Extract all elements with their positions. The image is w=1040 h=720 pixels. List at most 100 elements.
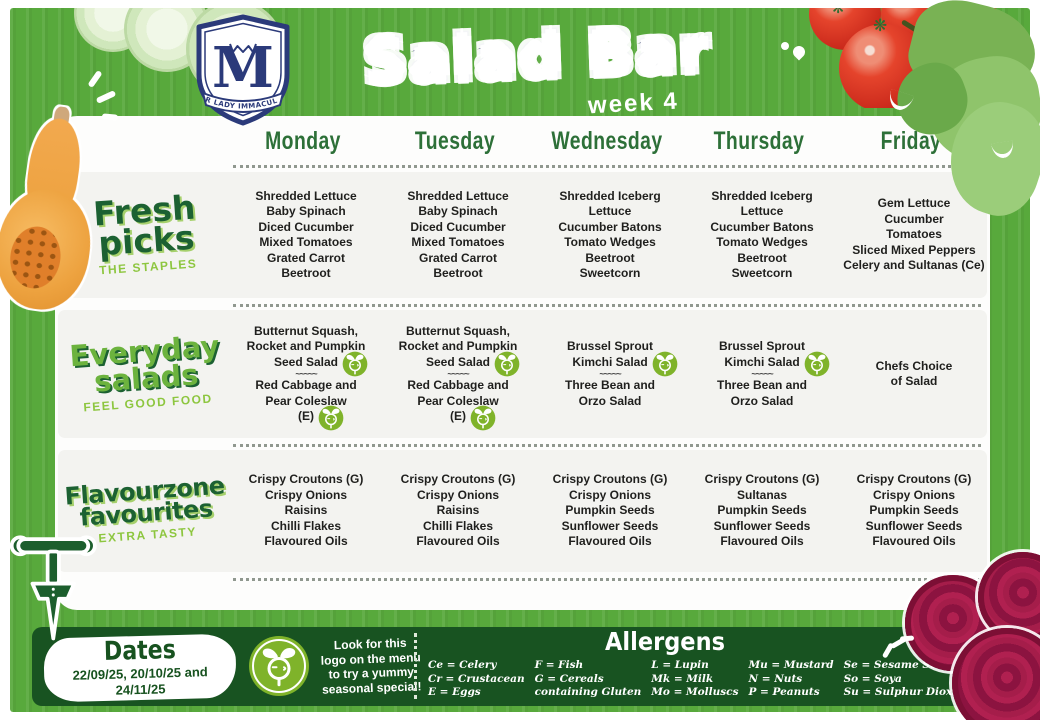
menu-item-line: Tomatoes	[886, 227, 942, 242]
menu-item-line: Crispy Onions	[416, 487, 499, 502]
seasonal-special-icon	[494, 351, 520, 377]
menu-item-line: Gem Lettuce	[877, 196, 951, 211]
menu-item-line: Lettuce	[740, 204, 784, 218]
dotted-separator	[233, 165, 981, 168]
menu-item-line: Crispy Croutons (G)	[856, 472, 972, 487]
menu-cell-tuesday-row2: Butternut Squash, Rocket and Pumpkin Seed …	[382, 323, 534, 431]
menu-panel: Monday Tuesday Wednesday Thursday Friday…	[55, 116, 990, 610]
menu-item-line: Sweetcorn	[579, 266, 641, 280]
footer-band: Dates 22/09/25, 20/10/25 and 24/11/25 Lo…	[32, 627, 1008, 706]
menu-cell-monday-row1: Shredded Lettuce Baby Spinach Diced Cucumb…	[230, 189, 382, 282]
menu-item-line: Butternut Squash,	[406, 323, 510, 338]
menu-item-line: Sunflower Seeds	[713, 518, 811, 533]
poster-title-wrap: Salad Bar	[321, 12, 753, 98]
menu-cell-monday-row3: Crispy Croutons (G) Crispy Onions Raisins C…	[230, 472, 382, 550]
menu-item-line: Pumpkin Seeds	[565, 503, 655, 518]
menu-item-line: Cucumber Batons	[558, 219, 662, 234]
allergen-entry: Mo = Molluscs	[651, 686, 739, 698]
dotted-separator	[233, 578, 981, 581]
allergen-entry: Mu = Mustard	[748, 659, 834, 671]
menu-item-line: Baby Spinach	[418, 204, 498, 218]
menu-item-line: Sunflower Seeds	[865, 518, 963, 533]
allergen-entry: So = Soya	[843, 672, 902, 685]
menu-row-fresh-picks: Fresh picks THE STAPLES Shredded Lettuce…	[58, 172, 987, 298]
menu-cell-thursday-row2: Brussel Sprout Kimchi Salad ~~~~~ Three Bea…	[686, 339, 838, 409]
menu-item-line: Cucumber	[884, 211, 944, 226]
allergen-column: L = Lupin Mk = Milk Mo = Molluscs	[651, 659, 738, 700]
menu-cell-thursday-row1: Shredded Iceberg Lettuce Cucumber Batons To…	[686, 189, 838, 282]
menu-item-line: Brussel Sprout	[566, 339, 653, 353]
menu-item-line: Grated Carrot	[418, 250, 498, 265]
seasonal-special-icon	[804, 351, 830, 377]
menu-item-line: Grated Carrot	[266, 250, 346, 265]
menu-item-line: Flavoured Oils	[720, 534, 804, 549]
menu-item-line: Diced Cucumber	[410, 219, 506, 234]
menu-item-line: ~~~~~	[447, 369, 469, 379]
menu-item-line: Raisins	[436, 503, 480, 518]
menu-item-line: (E)	[298, 405, 344, 431]
day-header-tuesday: Tuesday	[414, 126, 496, 155]
menu-item-line: Mixed Tomatoes	[411, 235, 505, 249]
menu-item-line: Orzo Salad	[578, 393, 642, 408]
menu-item-line: Lettuce	[588, 204, 632, 218]
menu-row-flavourzone: Flavourzone favourites EXTRA TASTY Crisp…	[58, 450, 987, 572]
allergen-entry: L = Lupin	[651, 659, 709, 671]
menu-item-line: ~~~~~	[599, 369, 621, 379]
menu-row-everyday-salads: Everyday salads FEEL GOOD FOOD Butternut…	[58, 310, 987, 438]
dates-title: Dates	[103, 635, 176, 667]
allergen-entry: Cr = Crustacean	[428, 672, 525, 685]
menu-item-line: Rocket and Pumpkin	[398, 339, 518, 353]
menu-item-line: Mixed Tomatoes	[259, 235, 353, 249]
menu-item-line: Beetroot	[433, 266, 483, 280]
menu-item-line: Shredded Iceberg	[711, 188, 813, 203]
day-header-row: Monday Tuesday Wednesday Thursday Friday	[227, 126, 987, 155]
menu-cell-wednesday-row3: Crispy Croutons (G) Crispy Onions Pumpkin …	[534, 472, 686, 550]
menu-item-line: Crispy Onions	[568, 487, 651, 502]
allergen-entry: containing Gluten	[534, 686, 642, 698]
menu-item-line: (E)	[450, 405, 496, 431]
allergen-columns: Ce = Celery Cr = Crustacean E = Eggs F = Fi…	[428, 659, 970, 700]
allergen-entry: Su = Sulphur Dioxide	[843, 686, 971, 698]
menu-item-line: Crispy Onions	[872, 487, 955, 502]
allergen-entry: P = Peanuts	[748, 686, 820, 698]
menu-item-line: Seed Salad	[426, 351, 520, 376]
menu-item-line: Orzo Salad	[730, 393, 794, 408]
allergen-entry: N = Nuts	[748, 672, 803, 685]
allergen-entry: G = Cereals	[534, 672, 604, 685]
seasonal-special-icon	[318, 405, 344, 431]
dates-text: 22/09/25, 20/10/25 and 24/11/25	[72, 664, 208, 698]
menu-item-line: Pear Coleslaw	[417, 393, 499, 408]
menu-item-line: Crispy Croutons (G)	[552, 472, 668, 487]
menu-item-line: Sultanas	[736, 487, 787, 502]
sparkle-accent	[101, 113, 119, 121]
menu-item-line: Sweetcorn	[731, 266, 793, 280]
row-title: Fresh picks	[91, 187, 197, 264]
menu-cells-row2: Butternut Squash, Rocket and Pumpkin Seed …	[230, 310, 990, 438]
footer-dotted-divider	[414, 633, 417, 699]
menu-item-line: Three Bean and	[716, 378, 808, 392]
seasonal-special-logo	[252, 639, 306, 693]
menu-item-line: Pear Coleslaw	[265, 393, 347, 408]
radish-icon	[255, 642, 303, 690]
menu-item-line: Crispy Croutons (G)	[400, 472, 516, 487]
seasonal-special-icon	[652, 351, 678, 377]
allergen-entry: F = Fish	[534, 659, 584, 671]
menu-item-line: Crispy Onions	[264, 487, 347, 502]
menu-item-line: Kimchi Salad	[724, 351, 830, 376]
menu-item-line: Kimchi Salad	[572, 351, 678, 376]
allergen-column: F = Fish G = Cereals containing Gluten	[535, 659, 642, 700]
menu-item-line: ~~~~~	[295, 369, 317, 379]
menu-item-line: Chilli Flakes	[270, 518, 342, 533]
day-header-wednesday: Wednesday	[551, 126, 663, 155]
tomato-stem-icon: ❋	[831, 8, 845, 18]
allergen-entry: Ce = Celery	[428, 659, 497, 671]
menu-item-line: Pumpkin Seeds	[869, 503, 959, 518]
menu-item-line: Three Bean and	[564, 378, 656, 392]
kale-leaf-decoration	[887, 0, 1040, 226]
seasonal-special-icon	[470, 405, 496, 431]
poster-title: Salad Bar	[360, 12, 713, 98]
menu-cell-friday-row1: Gem Lettuce Cucumber Tomatoes Sliced Mixed …	[838, 196, 990, 274]
menu-item-line: Diced Cucumber	[258, 219, 354, 234]
menu-item-line: Chilli Flakes	[422, 518, 494, 533]
